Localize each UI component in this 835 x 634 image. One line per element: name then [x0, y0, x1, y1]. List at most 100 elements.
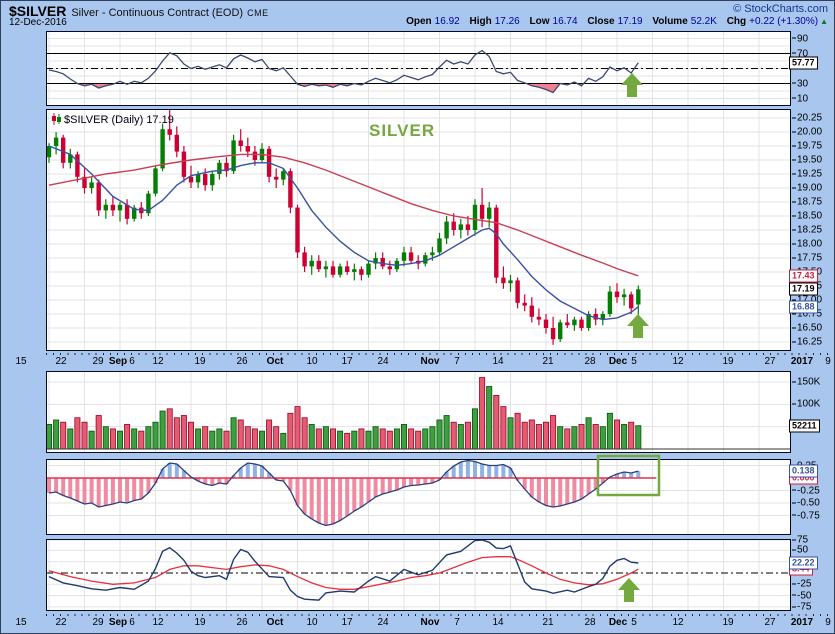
- y-axis-label: 19.75: [792, 141, 822, 152]
- volume-bar: [195, 428, 202, 450]
- y-axis-label: 17.75: [792, 253, 822, 264]
- volume-bar: [507, 417, 514, 450]
- y-axis-label: 90: [792, 33, 808, 44]
- vol-panel: [46, 371, 791, 453]
- volume-value: 52.2K: [690, 16, 717, 27]
- source-credit: © StockCharts.com: [733, 3, 828, 15]
- x-axis-month-label: Nov: [420, 356, 440, 367]
- symbol-description: Silver - Continuous Contract (EOD): [71, 7, 244, 19]
- ma-slow-line: [48, 153, 639, 277]
- volume-bar: [486, 386, 493, 450]
- volume-bar: [74, 417, 81, 450]
- volume-bar: [436, 419, 443, 450]
- volume-bar: [145, 426, 152, 450]
- volume-label: Volume: [652, 16, 688, 27]
- candle: [203, 174, 208, 186]
- volume-bar: [88, 430, 95, 450]
- tick-dots: [46, 353, 832, 355]
- volume-bar: [117, 430, 124, 450]
- volume-bar: [464, 421, 471, 450]
- volume-bar: [628, 421, 635, 450]
- candle: [430, 252, 435, 256]
- candle: [607, 291, 613, 314]
- candle: [195, 174, 201, 183]
- osc-line: [48, 539, 639, 601]
- candle: [160, 129, 165, 169]
- last-value-bubble: 17.43: [789, 269, 818, 283]
- candle: [586, 314, 591, 328]
- osc-signal-line: [48, 556, 639, 590]
- y-axis-label: 19.00: [792, 183, 822, 194]
- candle: [529, 305, 534, 317]
- change-value: +0.22 (+1.30%): [749, 16, 819, 27]
- candle: [401, 252, 407, 261]
- tick-dots: [46, 614, 832, 616]
- volume-bar: [635, 425, 642, 450]
- candle: [224, 162, 229, 172]
- x-axis-day-label: 27: [764, 356, 776, 367]
- volume-bar: [557, 426, 564, 450]
- candle: [53, 137, 59, 146]
- x-axis-day-label: 5: [631, 617, 637, 628]
- candle: [96, 182, 101, 211]
- candle: [345, 266, 350, 272]
- volume-bar: [621, 424, 628, 450]
- candle: [337, 266, 343, 275]
- y-axis-label: 16.25: [792, 337, 822, 348]
- candle: [82, 176, 87, 188]
- candle: [330, 266, 336, 275]
- volume-bar: [138, 430, 145, 450]
- volume-bar: [528, 419, 535, 450]
- candlestick-icon: [52, 113, 61, 125]
- y-axis-label: 16.75: [792, 309, 822, 320]
- candle: [103, 204, 108, 211]
- price-legend-label: $SILVER (Daily) 17.19: [64, 114, 174, 126]
- volume-bar: [230, 417, 237, 450]
- volume-bar: [606, 412, 613, 450]
- x-axis-day-label: 19: [194, 617, 206, 628]
- volume-bar: [471, 408, 478, 450]
- candle: [536, 316, 542, 320]
- candle: [423, 255, 428, 264]
- volume-bar: [109, 428, 116, 450]
- chart-title: $SILVER Silver - Continuous Contract (EOD…: [9, 3, 269, 21]
- candle: [61, 137, 66, 163]
- x-axis-day-label: 28: [584, 617, 596, 628]
- candle: [46, 146, 52, 158]
- volume-bar: [443, 415, 450, 450]
- y-axis-label: 19.25: [792, 169, 822, 180]
- x-axis-day-label: 9: [825, 356, 831, 367]
- volume-bar: [53, 419, 60, 450]
- volume-bar: [479, 377, 486, 450]
- volume-bar: [329, 428, 336, 450]
- candle: [316, 260, 321, 270]
- volume-bar: [102, 426, 109, 450]
- volume-bar: [351, 430, 358, 450]
- volume-bar: [493, 394, 500, 450]
- candle: [188, 176, 194, 183]
- high-label: High: [469, 16, 492, 27]
- candle: [522, 302, 527, 306]
- candle: [515, 280, 520, 303]
- volume-bar: [344, 432, 351, 450]
- x-axis-day-label: 22: [55, 356, 67, 367]
- candle: [465, 224, 471, 230]
- last-value-bubble: 17.19: [789, 282, 818, 296]
- x-axis-day-label: 17: [341, 356, 353, 367]
- y-axis-label: 18.50: [792, 211, 822, 222]
- candle: [217, 162, 222, 174]
- volume-bar: [266, 419, 273, 450]
- candle: [380, 258, 385, 267]
- y-axis-label: 18.25: [792, 225, 822, 236]
- x-axis-month-label: Sep: [108, 617, 128, 628]
- x-axis-month-label: Sep: [108, 356, 128, 367]
- volume-bar: [585, 417, 592, 450]
- volume-bar: [159, 410, 166, 450]
- volume-bar: [571, 426, 578, 450]
- candle: [366, 263, 371, 275]
- candle: [174, 134, 179, 152]
- candle: [68, 154, 73, 163]
- volume-bar: [152, 421, 159, 450]
- ma-fast-line: [48, 145, 639, 321]
- x-axis-day-label: 21: [542, 617, 554, 628]
